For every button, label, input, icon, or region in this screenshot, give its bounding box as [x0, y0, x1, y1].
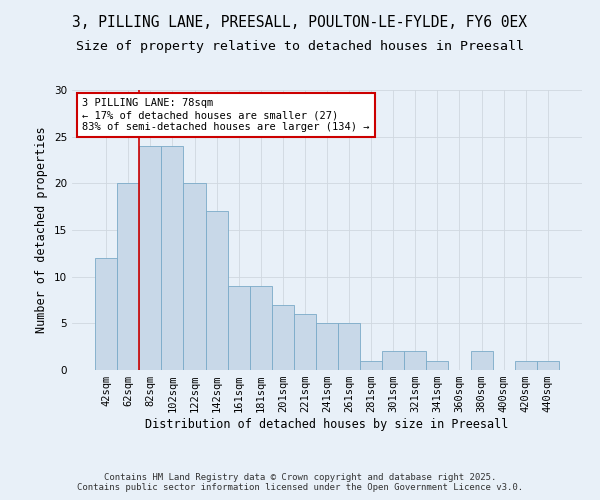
Bar	[227, 286, 250, 370]
Bar	[470, 352, 493, 370]
Bar	[537, 360, 559, 370]
Text: 3 PILLING LANE: 78sqm
← 17% of detached houses are smaller (27)
83% of semi-deta: 3 PILLING LANE: 78sqm ← 17% of detached …	[82, 98, 370, 132]
Bar	[294, 314, 316, 370]
Bar	[515, 360, 537, 370]
Bar	[427, 360, 448, 370]
X-axis label: Distribution of detached houses by size in Preesall: Distribution of detached houses by size …	[145, 418, 509, 431]
Bar	[404, 352, 427, 370]
Text: 3, PILLING LANE, PREESALL, POULTON-LE-FYLDE, FY6 0EX: 3, PILLING LANE, PREESALL, POULTON-LE-FY…	[73, 15, 527, 30]
Bar	[360, 360, 382, 370]
Bar	[184, 184, 206, 370]
Bar	[382, 352, 404, 370]
Text: Contains HM Land Registry data © Crown copyright and database right 2025.
Contai: Contains HM Land Registry data © Crown c…	[77, 473, 523, 492]
Bar	[206, 212, 227, 370]
Bar	[316, 324, 338, 370]
Bar	[338, 324, 360, 370]
Bar	[117, 184, 139, 370]
Bar	[272, 304, 294, 370]
Bar	[139, 146, 161, 370]
Text: Size of property relative to detached houses in Preesall: Size of property relative to detached ho…	[76, 40, 524, 53]
Bar	[95, 258, 117, 370]
Bar	[161, 146, 184, 370]
Bar	[250, 286, 272, 370]
Y-axis label: Number of detached properties: Number of detached properties	[35, 126, 49, 334]
